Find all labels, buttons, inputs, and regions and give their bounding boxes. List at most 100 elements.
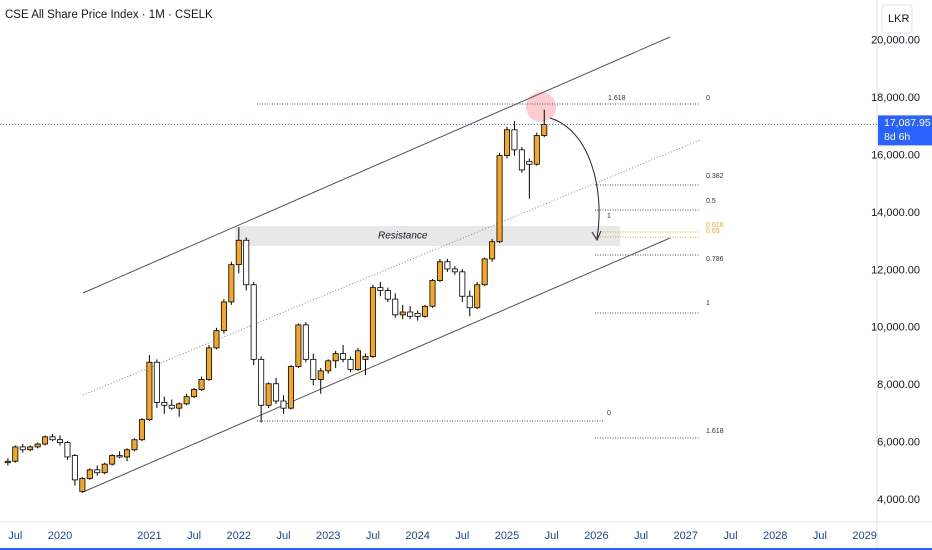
- candle-body: [101, 463, 108, 474]
- candle-body: [533, 135, 540, 165]
- x-tick-label: 2021: [137, 530, 161, 542]
- x-tick-label: 2024: [405, 530, 429, 542]
- candle-body: [250, 284, 257, 360]
- x-tick-label: 2023: [316, 530, 340, 542]
- x-tick-label: Jul: [634, 530, 648, 542]
- candle-body: [340, 353, 347, 360]
- candle-body: [489, 241, 496, 260]
- fib-label: 0.786: [706, 256, 724, 263]
- candle-body: [64, 442, 71, 458]
- candle-body: [161, 402, 168, 406]
- x-tick-label: Jul: [276, 530, 290, 542]
- candle-body: [302, 324, 309, 360]
- candle-body: [153, 361, 160, 403]
- candle-body: [466, 295, 473, 309]
- candle-body: [220, 301, 227, 332]
- highlight-circle: [526, 92, 556, 122]
- x-tick-label: Jul: [187, 530, 201, 542]
- candle-body: [191, 389, 198, 398]
- candle-body: [243, 239, 250, 286]
- x-tick-label: Jul: [366, 530, 380, 542]
- candle-body: [436, 261, 443, 281]
- candle-body: [146, 361, 153, 421]
- y-tick-label: 14,000.00: [871, 207, 920, 219]
- candle-body: [34, 443, 41, 448]
- candle-body: [347, 358, 354, 370]
- x-tick-label: 2028: [763, 530, 787, 542]
- candle-body: [71, 455, 78, 481]
- candle-body: [526, 160, 533, 165]
- candle-body: [205, 347, 212, 380]
- fib-label: 1.618: [706, 428, 724, 435]
- x-tick-label: Jul: [723, 530, 737, 542]
- candle-body: [19, 446, 26, 451]
- currency-box[interactable]: [881, 4, 913, 34]
- fib-label: 0.618: [706, 222, 724, 229]
- candle-body: [541, 123, 548, 136]
- candle-body: [235, 239, 242, 266]
- candle-body: [49, 436, 56, 441]
- candle-body: [124, 449, 131, 458]
- fib-lines: [257, 103, 700, 439]
- currency: LKR: [888, 13, 909, 25]
- fib-label: 1: [607, 213, 611, 220]
- fib-label: 0: [706, 95, 710, 102]
- candle-body: [176, 403, 183, 409]
- y-tick-label: 20,000.00: [871, 35, 920, 47]
- x-tick-label: Jul: [545, 530, 559, 542]
- candle-body: [310, 358, 317, 380]
- candle-body: [414, 313, 421, 317]
- candle-body: [511, 129, 518, 151]
- candle-body: [451, 268, 458, 273]
- x-tick-label: 2025: [495, 530, 519, 542]
- candle-body: [444, 261, 451, 270]
- channel-mid: [82, 139, 701, 396]
- candle-body: [183, 396, 190, 405]
- y-tick-label: 12,000.00: [871, 264, 920, 276]
- candle-body: [422, 305, 429, 317]
- x-tick-label: Jul: [455, 530, 469, 542]
- candle-body: [168, 404, 175, 409]
- x-tick-label: 2029: [852, 530, 876, 542]
- candle-body: [481, 258, 488, 286]
- candle-body: [384, 290, 391, 300]
- y-tick-label: 6,000.00: [877, 436, 920, 448]
- candle-body: [369, 287, 376, 357]
- y-tick-label: 8,000.00: [877, 379, 920, 391]
- chart-title: CSE All Share Price Index · 1M · CSELK: [5, 9, 213, 21]
- candle-body: [4, 460, 11, 464]
- candle-body: [295, 324, 302, 367]
- plot: [4, 109, 548, 493]
- x-tick-label: 2020: [48, 530, 72, 542]
- fib-label: 0.65: [706, 228, 720, 235]
- fib-label: 0.382: [706, 173, 724, 180]
- candle-body: [228, 264, 235, 303]
- candle-body: [317, 370, 324, 380]
- channel-upper: [82, 36, 671, 294]
- candle-body: [42, 436, 49, 445]
- candle-body: [496, 155, 503, 243]
- channel-lower: [82, 237, 671, 493]
- candle-body: [213, 330, 220, 349]
- candle-body: [116, 455, 123, 458]
- fib-label: 0: [607, 410, 611, 417]
- candle-body: [362, 356, 369, 360]
- candle-body: [273, 383, 280, 402]
- candle-body: [407, 311, 414, 317]
- resistance-zone: [235, 226, 620, 246]
- candle-body: [131, 439, 138, 451]
- candle-body: [459, 271, 466, 297]
- x-tick-label: 2027: [674, 530, 698, 542]
- candle-body: [94, 469, 101, 474]
- candle-body: [109, 455, 116, 465]
- candle-body: [474, 284, 481, 309]
- candle-body: [258, 358, 265, 406]
- candle-body: [57, 439, 64, 443]
- y-tick-label: 18,000.00: [871, 92, 920, 104]
- candle-body: [280, 400, 287, 409]
- x-tick-label: Jul: [813, 530, 827, 542]
- candle-body: [86, 469, 93, 479]
- x-tick-label: 2026: [584, 530, 608, 542]
